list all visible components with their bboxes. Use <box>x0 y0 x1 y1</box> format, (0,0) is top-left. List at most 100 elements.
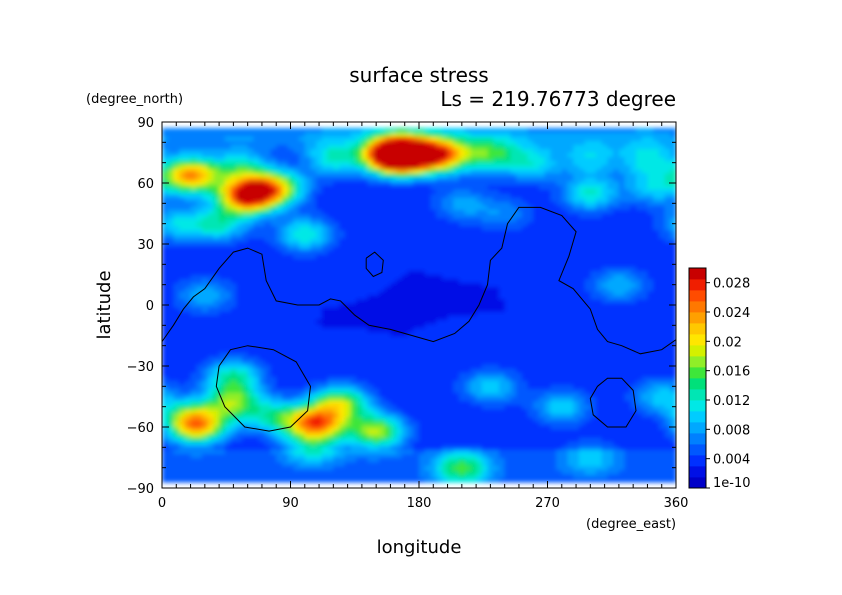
heatmap-cell <box>276 140 283 145</box>
heatmap-cell <box>281 144 289 150</box>
heatmap-cell <box>310 477 317 483</box>
heatmap-cell <box>162 274 169 280</box>
heatmap-cell <box>253 457 260 463</box>
heatmap-cell <box>367 128 374 133</box>
heatmap-cell <box>167 380 175 385</box>
heatmap-cell <box>179 172 186 178</box>
heatmap-cell <box>361 319 369 324</box>
heatmap-cell <box>167 225 175 231</box>
heatmap-cell <box>401 351 409 357</box>
heatmap-cell <box>276 457 283 463</box>
heatmap-cell <box>207 355 214 361</box>
heatmap-cell <box>356 457 363 463</box>
heatmap-cell <box>293 343 300 349</box>
heatmap-cell <box>464 168 471 174</box>
heatmap-cell <box>453 380 460 385</box>
heatmap-cell <box>367 213 374 219</box>
heatmap-cell <box>373 307 380 312</box>
heatmap-cell <box>321 449 329 455</box>
heatmap-cell <box>327 388 334 394</box>
heatmap-cell <box>184 144 192 150</box>
heatmap-cell <box>430 136 437 141</box>
heatmap-cell <box>470 400 477 406</box>
heatmap-cell <box>247 254 254 259</box>
heatmap-cell <box>396 262 403 267</box>
heatmap-cell <box>413 213 420 219</box>
heatmap-cell <box>396 420 403 426</box>
heatmap-cell <box>413 396 420 402</box>
heatmap-cell <box>179 254 186 259</box>
heatmap-cell <box>430 221 437 227</box>
heatmap-cell <box>167 266 175 272</box>
heatmap-cell <box>344 376 352 381</box>
heatmap-cell <box>321 416 329 422</box>
heatmap-cell <box>196 140 203 145</box>
heatmap-cell <box>476 347 483 353</box>
heatmap-cell <box>458 453 466 459</box>
heatmap-cell <box>419 376 426 381</box>
heatmap-cell <box>162 197 169 202</box>
heatmap-cell <box>390 404 397 410</box>
heatmap-cell <box>241 319 249 324</box>
heatmap-cell <box>316 156 323 162</box>
heatmap-cell <box>401 250 409 255</box>
heatmap-cell <box>259 140 266 145</box>
heatmap-cell <box>213 168 220 174</box>
heatmap-cell <box>190 433 197 438</box>
heatmap-cell <box>201 433 209 438</box>
heatmap-cell <box>207 319 214 324</box>
heatmap-cell <box>367 258 374 263</box>
heatmap-cell <box>407 319 414 324</box>
heatmap-cell <box>476 351 483 357</box>
heatmap-cell <box>167 315 175 320</box>
heatmap-cell <box>213 315 220 320</box>
heatmap-cell <box>321 465 329 471</box>
heatmap-cell <box>162 205 169 211</box>
heatmap-cell <box>230 189 237 194</box>
heatmap-cell <box>436 307 443 312</box>
heatmap-cell <box>361 376 369 381</box>
heatmap-cell <box>247 315 254 320</box>
heatmap-cell <box>458 258 466 263</box>
heatmap-cell <box>413 392 420 398</box>
heatmap-cell <box>241 250 249 255</box>
heatmap-cell <box>430 453 437 459</box>
heatmap-cell <box>230 258 237 263</box>
heatmap-cell <box>390 168 397 174</box>
heatmap-cell <box>464 172 471 178</box>
heatmap-cell <box>436 465 443 471</box>
heatmap-cell <box>481 217 489 223</box>
heatmap-cell <box>219 209 226 215</box>
heatmap-cell <box>464 128 471 133</box>
heatmap-cell <box>304 372 312 377</box>
heatmap-cell <box>361 266 369 272</box>
heatmap-cell <box>407 343 414 349</box>
heatmap-cell <box>253 140 260 145</box>
heatmap-cell <box>339 363 346 369</box>
heatmap-cell <box>293 424 300 430</box>
heatmap-cell <box>350 148 357 154</box>
heatmap-cell <box>361 132 369 137</box>
heatmap-cell <box>447 144 454 150</box>
heatmap-cell <box>287 266 294 272</box>
heatmap-cell <box>384 217 392 223</box>
heatmap-cell <box>464 429 471 434</box>
heatmap-cell <box>481 437 489 442</box>
heatmap-cell <box>310 213 317 219</box>
heatmap-cell <box>259 420 266 426</box>
heatmap-cell <box>184 384 192 389</box>
heatmap-cell <box>453 302 460 308</box>
heatmap-cell <box>190 189 197 194</box>
heatmap-cell <box>401 477 409 483</box>
heatmap-cell <box>481 164 489 170</box>
heatmap-cell <box>424 201 432 206</box>
heatmap-cell <box>470 254 477 259</box>
heatmap-cell <box>259 429 266 434</box>
heatmap-cell <box>447 355 454 361</box>
heatmap-cell <box>384 213 392 219</box>
heatmap-cell <box>464 294 471 300</box>
heatmap-cell <box>379 384 386 389</box>
heatmap-cell <box>344 193 352 198</box>
heatmap-cell <box>350 339 357 345</box>
heatmap-cell <box>270 229 277 235</box>
